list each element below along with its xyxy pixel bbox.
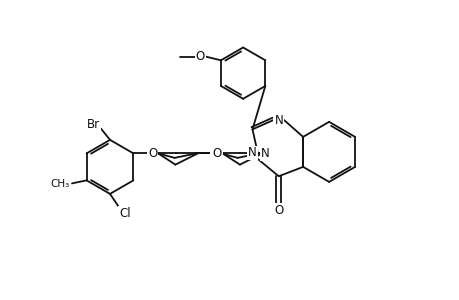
Text: O: O [211,147,220,160]
Text: Br: Br [87,118,100,130]
Text: O: O [195,50,204,63]
Text: N: N [260,147,269,160]
Text: CH₃: CH₃ [50,179,70,189]
Text: O: O [211,147,220,160]
Text: O: O [274,203,283,217]
Text: N: N [247,146,256,160]
Text: O: O [213,147,222,160]
Text: N: N [274,113,282,127]
Text: O: O [148,147,157,160]
Text: Cl: Cl [119,207,130,220]
